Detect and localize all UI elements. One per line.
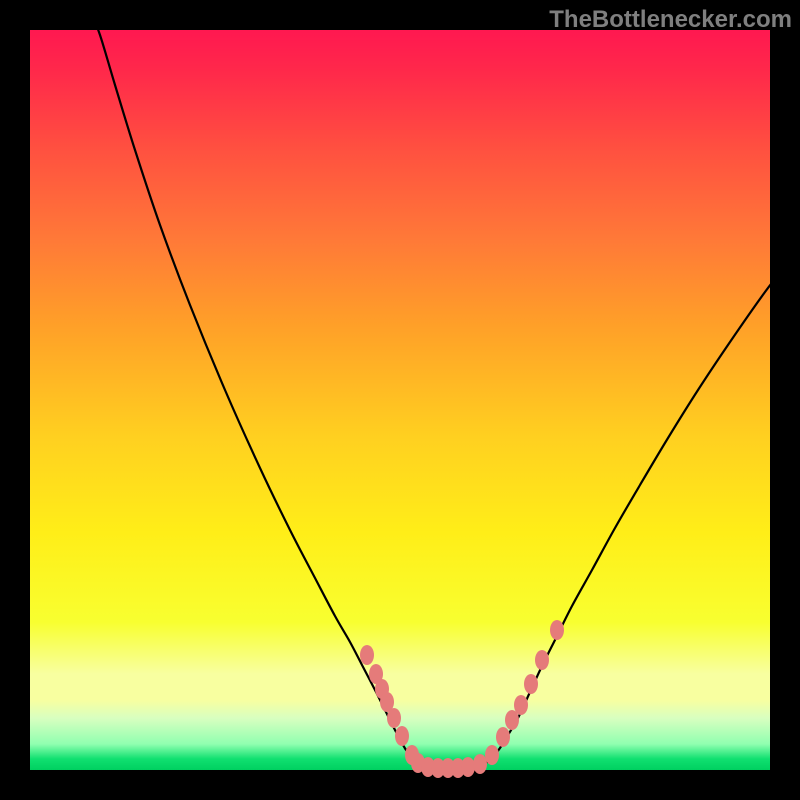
curve-marker xyxy=(461,757,475,777)
bottleneck-curve xyxy=(90,10,790,769)
chart-frame: TheBottlenecker.com xyxy=(0,0,800,800)
curve-markers xyxy=(360,620,564,778)
plot-area xyxy=(30,30,770,770)
curve-marker xyxy=(514,695,528,715)
curve-marker xyxy=(395,726,409,746)
curve-marker xyxy=(496,727,510,747)
curve-marker xyxy=(473,754,487,774)
curve-marker xyxy=(387,708,401,728)
curve-marker xyxy=(550,620,564,640)
curve-marker xyxy=(535,650,549,670)
curve-marker xyxy=(360,645,374,665)
bottleneck-curve-chart xyxy=(30,30,770,770)
curve-marker xyxy=(524,674,538,694)
curve-marker xyxy=(485,745,499,765)
watermark-text: TheBottlenecker.com xyxy=(549,6,792,34)
